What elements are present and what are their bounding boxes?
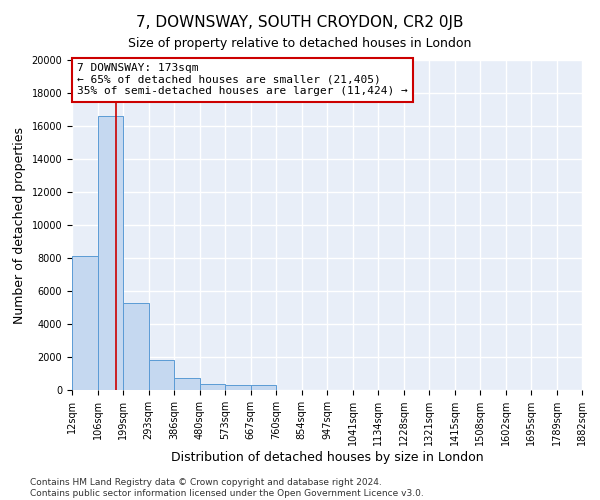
Bar bbox=[174, 378, 200, 390]
Text: 7 DOWNSWAY: 173sqm
← 65% of detached houses are smaller (21,405)
35% of semi-det: 7 DOWNSWAY: 173sqm ← 65% of detached hou… bbox=[77, 64, 408, 96]
Bar bbox=[123, 302, 149, 390]
Bar bbox=[251, 386, 276, 390]
Text: Size of property relative to detached houses in London: Size of property relative to detached ho… bbox=[128, 38, 472, 51]
Y-axis label: Number of detached properties: Number of detached properties bbox=[13, 126, 26, 324]
Bar bbox=[200, 384, 225, 390]
X-axis label: Distribution of detached houses by size in London: Distribution of detached houses by size … bbox=[170, 451, 484, 464]
Text: 7, DOWNSWAY, SOUTH CROYDON, CR2 0JB: 7, DOWNSWAY, SOUTH CROYDON, CR2 0JB bbox=[136, 15, 464, 30]
Text: Contains HM Land Registry data © Crown copyright and database right 2024.
Contai: Contains HM Land Registry data © Crown c… bbox=[30, 478, 424, 498]
Bar bbox=[72, 256, 98, 390]
Bar bbox=[98, 116, 123, 390]
Bar bbox=[149, 360, 174, 390]
Bar bbox=[225, 386, 251, 390]
